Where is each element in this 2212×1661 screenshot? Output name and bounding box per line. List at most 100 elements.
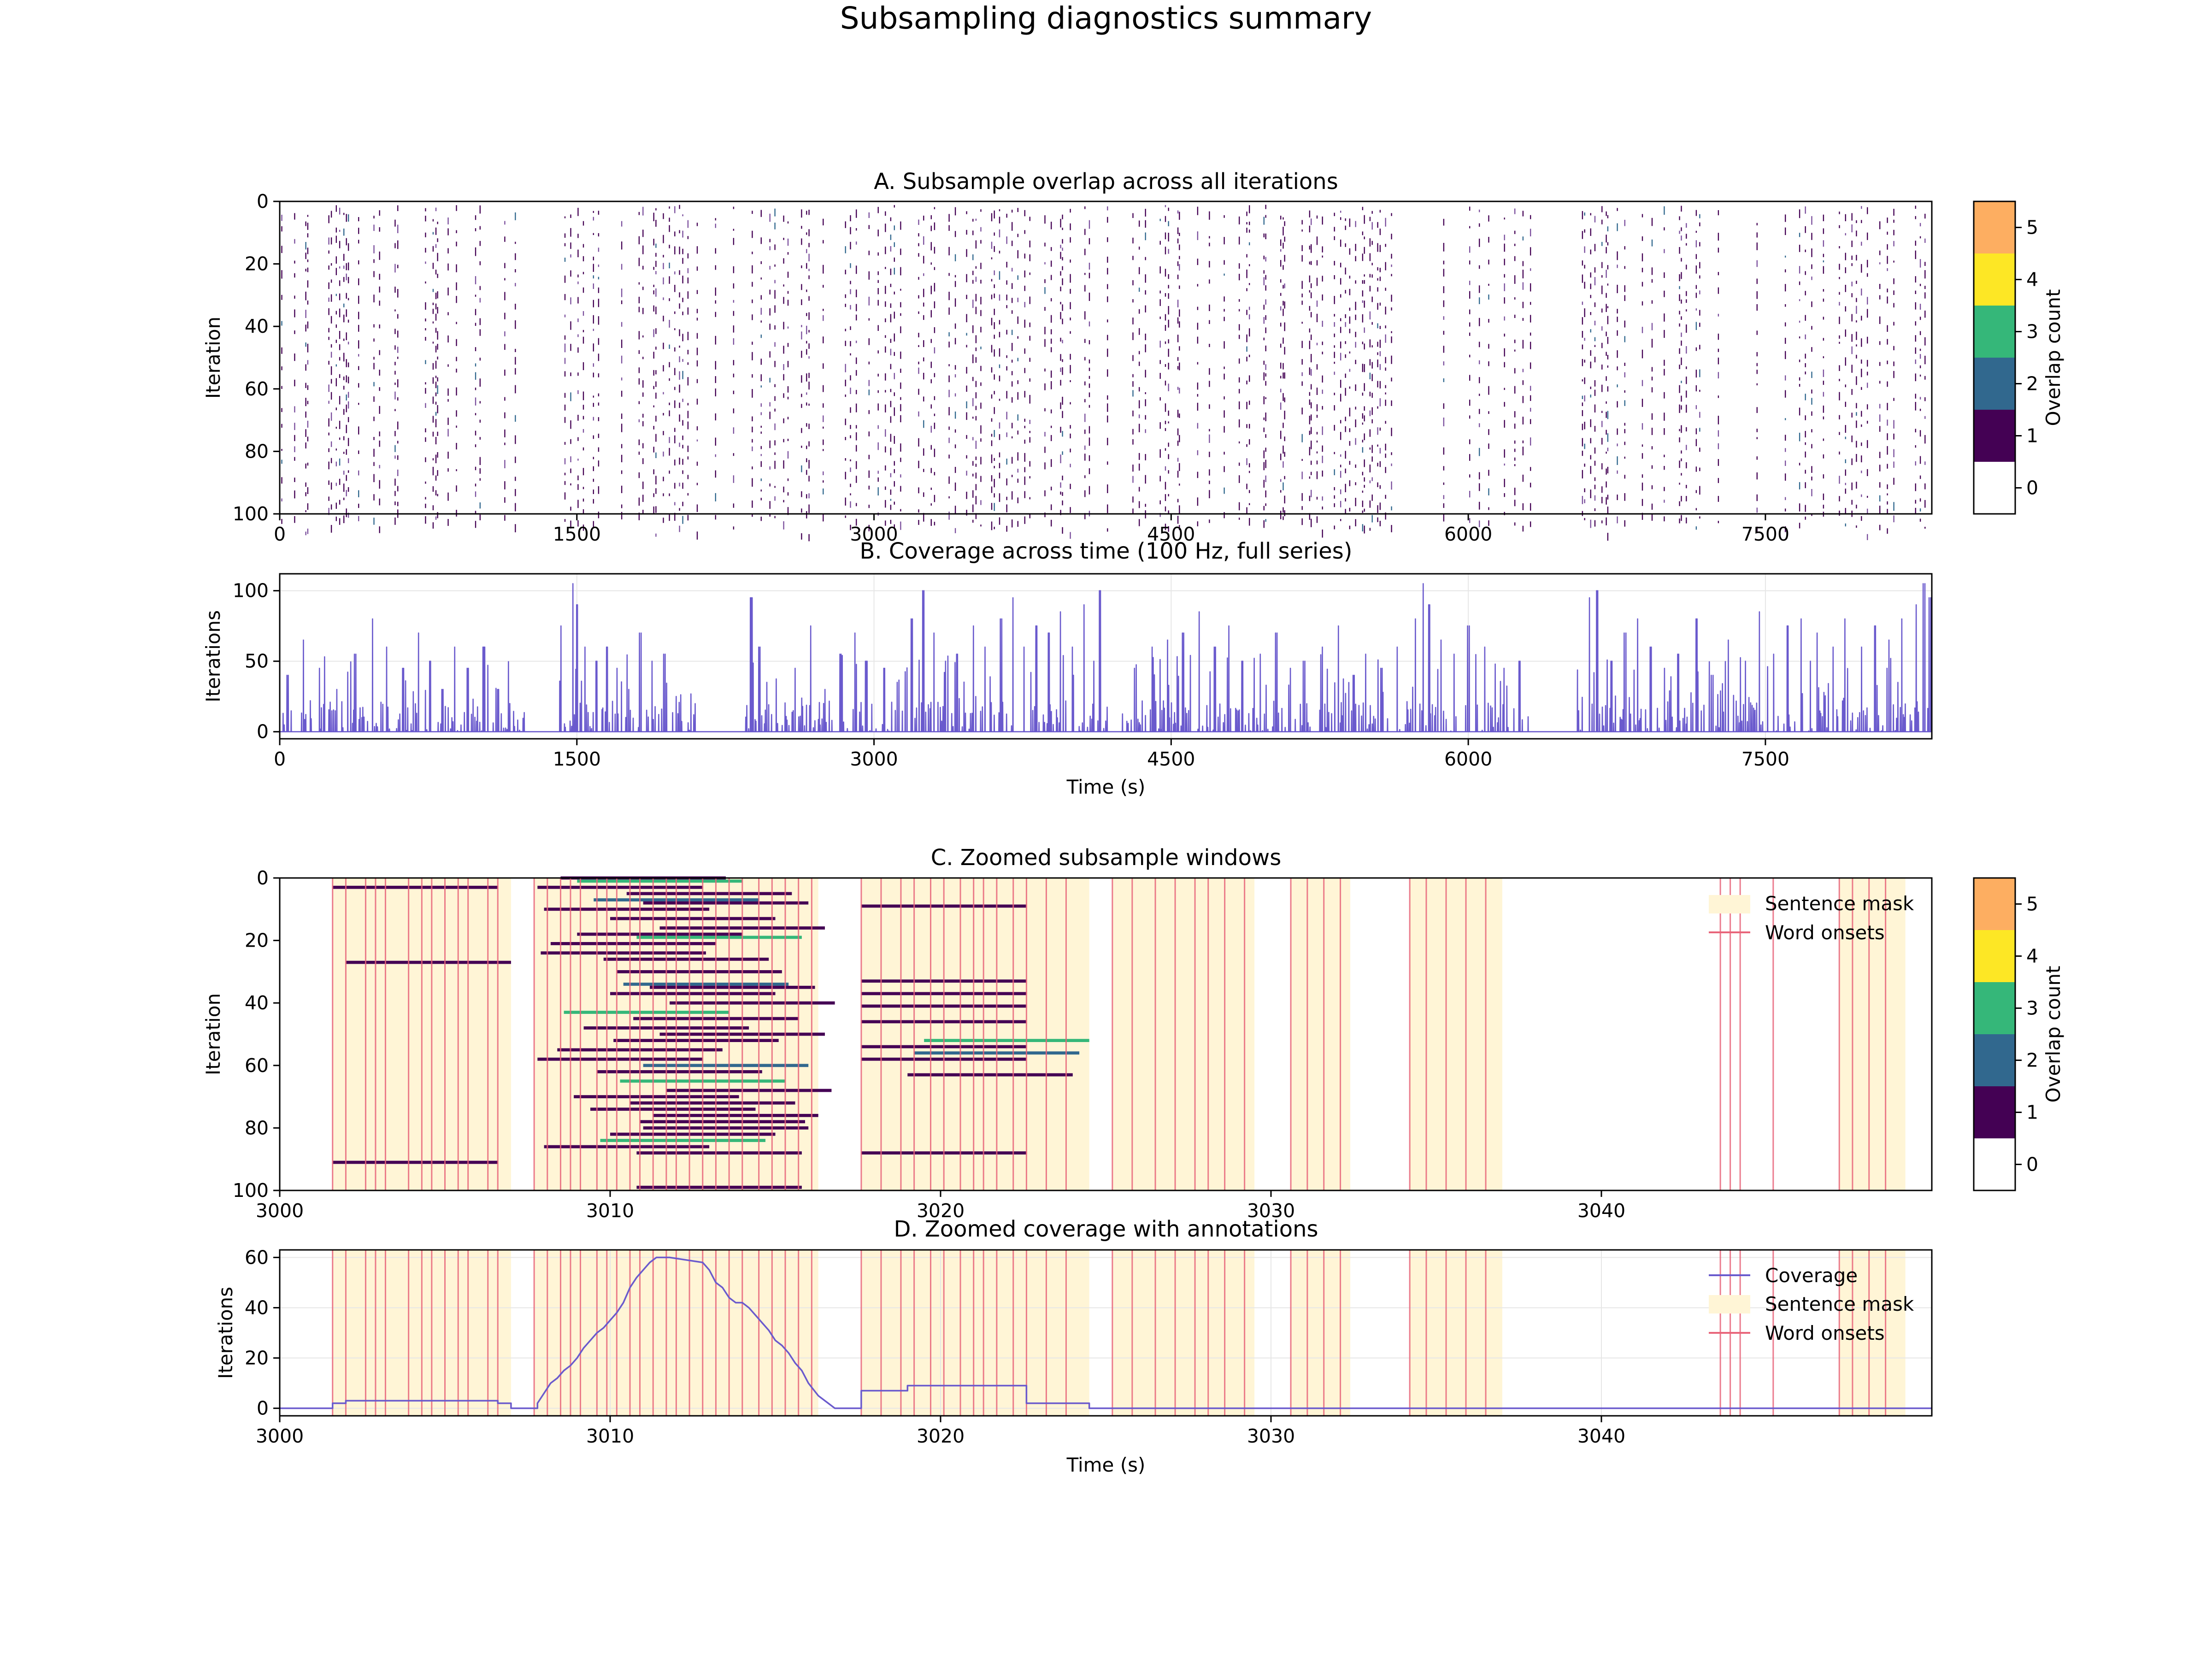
panel-a-overlap-mark [1607,533,1609,541]
panel-a-overlap-mark [1060,286,1061,291]
panel-a-overlap-mark [1805,482,1806,489]
panel-a-overlap-mark [801,325,802,327]
panel-a-overlap-mark [1664,454,1665,457]
panel-a-overlap-mark [1349,525,1351,530]
panel-a-overlap-mark [593,283,594,289]
panel-a-overlap-mark [806,232,807,235]
panel-a-overlap-mark [934,207,935,209]
panel-a-overlap-mark [806,494,807,499]
panel-a-overlap-mark [281,295,282,300]
panel-a-overlap-mark [1168,442,1169,447]
panel-a-overlap-mark [1443,218,1445,226]
panel-c-window-bar [636,1185,802,1189]
panel-a-overlap-mark [294,406,295,412]
panel-a-overlap-mark [1165,314,1166,321]
panel-a-overlap-mark [1624,520,1625,527]
panel-a-overlap-mark [954,298,956,307]
panel-a-overlap-mark [1284,495,1285,504]
panel-a-overlap-mark [669,298,670,301]
panel-a-overlap-mark [1239,299,1240,302]
panel-a-overlap-mark [1594,477,1596,481]
panel-a-overlap-mark [1845,401,1846,407]
panel-a-overlap-mark [1607,316,1609,324]
panel-c-window-bar [643,1064,809,1067]
panel-a-overlap-mark [1177,227,1179,234]
panel-a-overlap-mark [294,213,295,220]
panel-a-overlap-mark [1371,407,1373,415]
panel-a-overlap-mark [1488,319,1489,323]
panel-a-overlap-mark [305,253,306,259]
panel-a-overlap-mark [1530,386,1531,391]
panel-a-overlap-mark [1263,305,1265,310]
panel-a-overlap-mark [1062,266,1063,271]
panel-a-overlap-mark [1284,411,1285,419]
panel-a-overlap-mark [923,289,924,297]
panel-a-overlap-mark [1334,275,1335,279]
panel-a-overlap-mark [1084,454,1086,461]
panel-a-overlap-mark [621,470,623,474]
panel-a-overlap-mark [1132,280,1134,286]
panel-a-overlap-mark [1311,334,1312,340]
panel-a-overlap-mark [1139,501,1140,508]
panel-a-xtick-label: 3000 [850,523,898,545]
panel-c-xtick-label: 3000 [256,1200,304,1222]
panel-a-overlap-mark [1681,405,1682,410]
panel-a-overlap-mark [1681,458,1682,461]
panel-a-overlap-mark [1811,411,1812,416]
panel-a-overlap-mark [1488,215,1489,222]
panel-a-overlap-mark [1443,482,1445,485]
panel-a-overlap-mark [621,413,623,419]
panel-a-overlap-mark [346,395,347,401]
panel-a-overlap-mark [515,489,516,496]
panel-a-overlap-mark [1006,496,1007,501]
panel-a-overlap-mark [1617,516,1618,524]
panel-a-overlap-mark [1316,277,1318,286]
panel-a-overlap-mark [1915,483,1916,491]
panel-a-overlap-mark [1718,272,1719,276]
panel-a-overlap-mark [1051,486,1052,490]
panel-a-overlap-mark [1601,262,1603,268]
panel-a-overlap-mark [328,237,329,245]
panel-a-overlap-mark [1132,381,1134,387]
panel-a-overlap-mark [1364,485,1365,488]
panel-a-overlap-mark [930,488,932,490]
panel-a-overlap-mark [715,336,716,345]
panel-a-overlap-mark [918,345,919,347]
panel-a-overlap-mark [1084,339,1086,343]
panel-a-overlap-mark [1334,352,1335,358]
panel-c-xtick-label: 3030 [1247,1200,1295,1222]
panel-c-ytick-label: 0 [257,867,269,889]
panel-a-overlap-mark [335,311,337,315]
panel-a-overlap-mark [397,441,399,444]
panel-a-overlap-mark [1249,439,1250,445]
panel-a-overlap-mark [1280,430,1282,439]
panel-a-overlap-mark [373,382,375,387]
panel-a-overlap-mark [1209,519,1210,523]
panel-a-overlap-mark [774,486,776,488]
panel-a-overlap-mark [1845,306,1846,312]
panel-a-overlap-mark [948,273,950,276]
panel-a-overlap-mark [1594,484,1596,489]
panel-a-overlap-mark [1594,267,1596,273]
panel-a-overlap-mark [885,465,886,471]
panel-a-overlap-mark [577,484,579,490]
panel-a-overlap-mark [1379,521,1381,526]
panel-a-overlap-mark [653,370,654,376]
panel-a-overlap-mark [1084,248,1086,255]
panel-a-overlap-mark [1799,233,1800,237]
panel-a-overlap-mark [1488,344,1489,349]
panel-a-overlap-mark [934,472,935,476]
panel-a-overlap-mark [972,218,974,222]
panel-a-overlap-mark [1316,300,1318,307]
panel-a-overlap-mark [808,229,810,236]
panel-a-overlap-mark [582,487,584,489]
panel-a-overlap-mark [1584,359,1585,363]
panel-a-overlap-mark [642,357,644,359]
panel-a-overlap-mark [808,343,810,349]
panel-a-overlap-mark [1165,216,1166,222]
panel-c-window-bar [924,1039,1089,1042]
panel-a-overlap-mark [1811,398,1812,405]
panel-a-overlap-mark [1070,464,1071,467]
panel-a-overlap-mark [930,225,932,231]
